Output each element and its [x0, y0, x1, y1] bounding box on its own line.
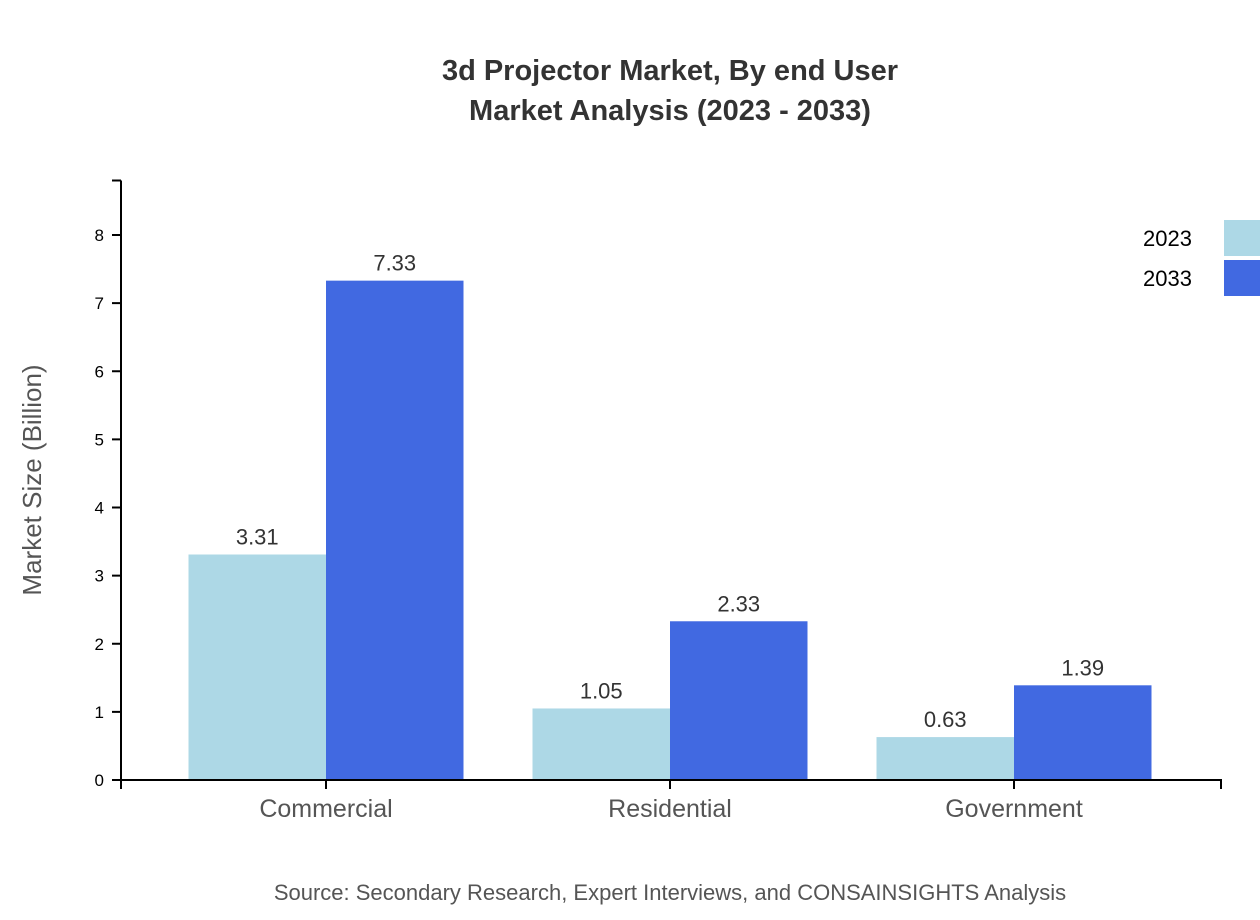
y-tick-label: 0 [95, 771, 104, 790]
data-label: 3.31 [236, 525, 279, 550]
chart-title-line-1: 3d Projector Market, By end User [442, 55, 898, 87]
legend-label-2023: 2023 [1143, 226, 1192, 251]
legend-label-2033: 2033 [1143, 266, 1192, 291]
x-tick-label: Government [945, 795, 1083, 823]
bar-government-2033 [1014, 685, 1152, 780]
y-tick-label: 6 [95, 362, 104, 381]
bar-commercial-2023 [188, 554, 326, 780]
x-axis [120, 779, 1222, 789]
y-tick-label: 3 [95, 567, 104, 586]
y-axis-label: Market Size (Billion) [17, 364, 47, 595]
y-tick-label: 1 [95, 703, 104, 722]
data-label: 1.39 [1061, 655, 1104, 680]
source-note: Source: Secondary Research, Expert Inter… [274, 880, 1066, 905]
data-label: 7.33 [373, 251, 416, 276]
legend-swatch-2033 [1224, 260, 1260, 296]
x-tick-label: Commercial [259, 795, 392, 823]
y-tick-label: 7 [95, 294, 104, 313]
chart-title-line-2: Market Analysis (2023 - 2033) [469, 95, 871, 127]
bar-commercial-2033 [326, 280, 464, 780]
y-tick-label: 2 [95, 635, 104, 654]
bar-residential-2023 [532, 708, 670, 780]
data-label: 2.33 [717, 591, 760, 616]
bar-government-2023 [876, 737, 1014, 780]
y-tick-label: 5 [95, 430, 104, 449]
data-label: 0.63 [924, 707, 967, 732]
bar-residential-2033 [670, 621, 808, 780]
y-tick-label: 8 [95, 226, 104, 245]
y-tick-label: 4 [95, 499, 104, 518]
x-tick-label: Residential [608, 795, 732, 823]
data-label: 1.05 [580, 678, 623, 703]
legend-swatch-2023 [1224, 220, 1260, 256]
